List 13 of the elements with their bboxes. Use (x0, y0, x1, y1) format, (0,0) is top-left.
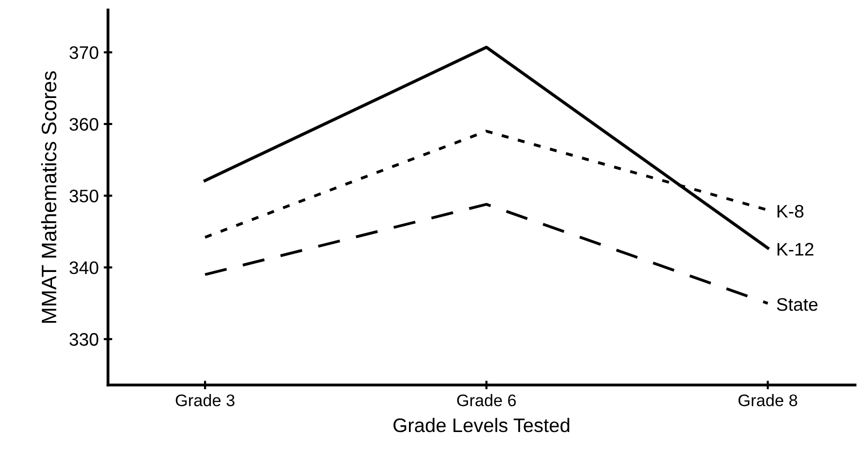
y-tick-label: 360 (70, 118, 98, 131)
y-tick-label: 330 (70, 333, 98, 346)
y-axis-title: MMAT Mathematics Scores (41, 71, 56, 323)
series-label: State (776, 298, 818, 311)
x-tick-label: Grade 3 (176, 394, 234, 406)
x-tick-label: Grade 6 (457, 394, 516, 406)
x-tick-label: Grade 8 (738, 394, 798, 406)
series-label: K-12 (778, 242, 814, 256)
y-tick-label: 350 (70, 190, 98, 202)
y-tick-label: 370 (70, 46, 98, 60)
x-axis-title: Grade Levels Tested (393, 418, 570, 432)
series-label: K-8 (778, 204, 804, 218)
y-tick-label: 340 (70, 261, 98, 274)
